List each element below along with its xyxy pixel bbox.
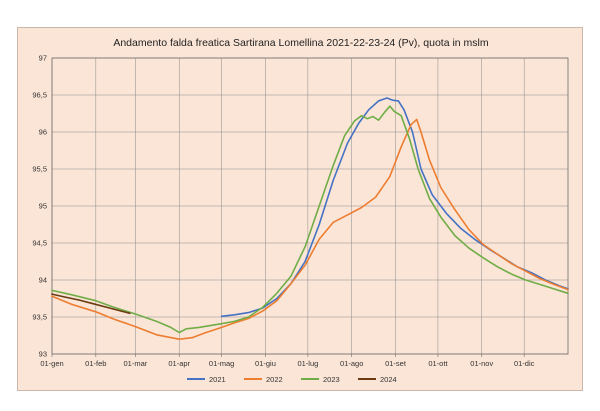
gridlines [51, 57, 568, 355]
x-tick-label: 01-apr [168, 359, 190, 368]
legend-label-2021: 2021 [209, 375, 226, 384]
y-tick-label: 95,5 [32, 165, 47, 174]
x-axis-ticks: 01-gen 01-feb 01-mar 01-apr 01-mag 01-giu 01-l… [40, 354, 535, 368]
x-tick-label: 01-giu [255, 359, 276, 368]
series-lines [51, 97, 569, 340]
x-tick-label: 01-ott [428, 359, 448, 368]
x-tick-label: 01-nov [470, 359, 493, 368]
x-tick-label: 01-set [385, 359, 407, 368]
x-tick-label: 01-feb [85, 359, 106, 368]
y-tick-label: 94 [39, 276, 47, 285]
x-tick-label: 01-dic [514, 359, 535, 368]
y-tick-label: 93,5 [32, 313, 47, 322]
series-line-2023 [51, 105, 569, 334]
x-tick-label: 01-lug [297, 359, 318, 368]
legend-label-2024: 2024 [380, 375, 397, 384]
legend-label-2022: 2022 [266, 375, 283, 384]
y-axis-ticks: 93 93,5 94 94,5 95 95,5 96 96,5 97 [32, 54, 47, 359]
chart-title: Andamento falda freatica Sartirana Lomel… [113, 37, 489, 49]
y-tick-label: 95 [39, 202, 47, 211]
y-tick-label: 96 [39, 128, 47, 137]
x-tick-label: 01-mag [209, 359, 234, 368]
x-tick-label: 01-mar [124, 359, 148, 368]
x-tick-label: 01-gen [40, 359, 63, 368]
series-line-2022 [51, 118, 569, 340]
series-line-2024 [51, 293, 131, 315]
y-tick-label: 96,5 [32, 91, 47, 100]
y-tick-label: 93 [39, 350, 47, 359]
plot-border [51, 57, 569, 355]
y-tick-label: 97 [39, 54, 47, 63]
legend: 2021 2022 2023 2024 [187, 375, 397, 384]
x-tick-label: 01-ago [340, 359, 363, 368]
y-tick-label: 94,5 [32, 239, 47, 248]
series-line-2021 [220, 97, 569, 318]
legend-label-2023: 2023 [323, 375, 340, 384]
chart-area: Andamento falda freatica Sartirana Lomel… [17, 27, 583, 391]
